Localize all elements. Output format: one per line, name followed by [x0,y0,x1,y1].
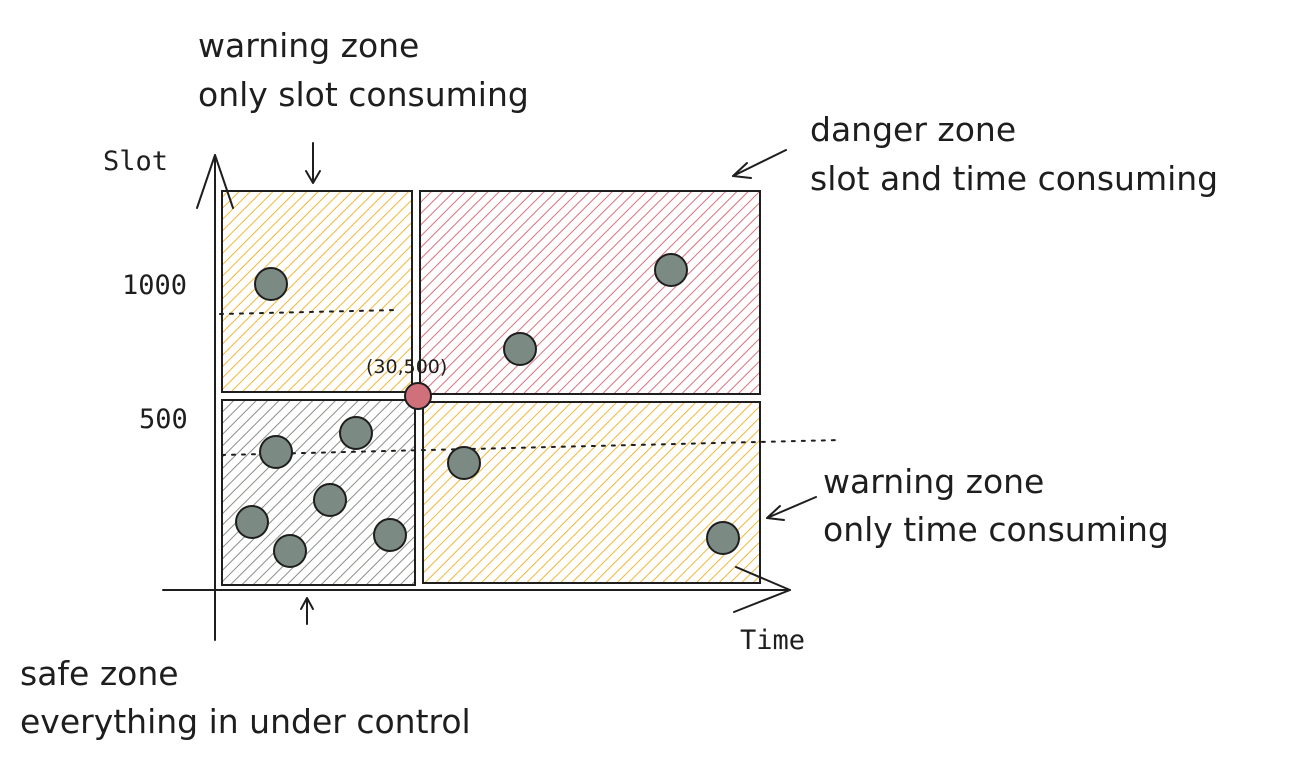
danger-zone [420,191,760,394]
warning-time-annotation: warning zone only time consuming [767,462,1169,549]
warning-zone-time [423,402,760,583]
threshold-point [405,383,431,409]
data-point [236,506,268,538]
data-point [255,268,287,300]
svg-text:safe zone: safe zone [20,654,179,693]
svg-text:danger zone: danger zone [810,110,1016,149]
data-point [504,333,536,365]
warning-slot-annotation: warning zone only slot consuming [198,26,529,183]
arrow-icon [767,497,816,520]
safe-annotation: safe zone everything in under control [20,598,471,741]
data-point [707,522,739,554]
svg-text:warning zone: warning zone [823,462,1044,501]
data-point [314,484,346,516]
y-tick-500: 500 [139,404,188,435]
danger-annotation: danger zone slot and time consuming [733,110,1218,198]
svg-text:only slot consuming: only slot consuming [198,75,529,114]
data-point [448,447,480,479]
data-point [260,436,292,468]
svg-text:warning zone: warning zone [198,26,419,65]
data-point [274,535,306,567]
arrow-icon [301,598,313,624]
svg-text:slot and time consuming: slot and time consuming [810,159,1218,198]
y-axis-label: Slot [103,146,168,177]
arrow-icon [733,150,786,178]
data-point [374,519,406,551]
data-point [340,417,372,449]
threshold-label: (30,500) [366,356,447,378]
data-point [655,254,687,286]
arrow-icon [306,143,320,183]
svg-text:everything in under control: everything in under control [20,702,471,741]
y-tick-1000: 1000 [122,270,187,301]
svg-text:only time consuming: only time consuming [823,510,1169,549]
x-axis-label: Time [740,625,805,656]
